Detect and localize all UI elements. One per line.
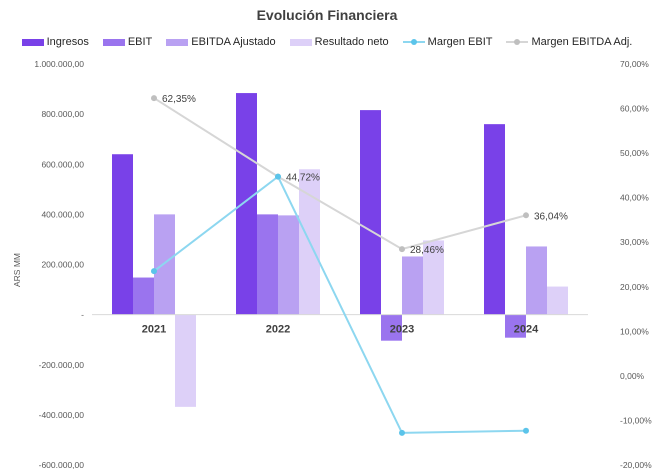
y-axis-label: ARS MM	[12, 253, 22, 287]
legend-item: Resultado neto	[289, 36, 389, 48]
bar-ebit-2021	[133, 277, 154, 315]
legend-swatch	[289, 38, 312, 46]
category-label: 2024	[514, 324, 539, 336]
marker-point	[151, 95, 157, 102]
right-tick-label: 70,00%	[620, 59, 649, 69]
legend-label: Margen EBITDA Adj.	[531, 36, 633, 48]
left-tick-label: -600.000,00	[39, 460, 85, 470]
legend-item: EBITDA Ajustado	[166, 36, 276, 48]
right-tick-label: 0,00%	[620, 371, 645, 381]
left-tick-label: 600.000,00	[41, 159, 84, 169]
marker-point	[151, 268, 157, 275]
right-tick-label: 60,00%	[620, 104, 649, 114]
bar-ebitda-ajustado-2021	[154, 214, 175, 315]
bar-ebitda-ajustado-2023	[402, 256, 423, 315]
legend-label: Ingresos	[46, 36, 89, 48]
marker-point	[399, 246, 405, 253]
line-margen-ebitda-adj-	[153, 97, 527, 251]
data-label: 62,35%	[162, 94, 196, 105]
marker-point	[523, 212, 529, 219]
bar-ingresos-2022	[236, 93, 257, 315]
bar-ebitda-ajustado-2024	[526, 246, 547, 315]
legend-swatch	[402, 39, 425, 45]
marker-point	[399, 429, 405, 436]
category-label: 2023	[390, 324, 414, 336]
legend-label: Resultado neto	[314, 36, 389, 48]
bar-ebit-2023	[381, 314, 402, 341]
right-tick-label: -20,00%	[620, 460, 652, 470]
right-tick-label: 40,00%	[620, 193, 649, 203]
right-tick-label: 30,00%	[620, 237, 649, 247]
marker-point	[523, 427, 529, 434]
bar-resultado-neto-2021	[175, 314, 196, 407]
bar-ebit-2022	[257, 214, 278, 315]
legend-swatch	[21, 38, 44, 46]
legend-item: Margen EBITDA Adj.	[506, 36, 632, 48]
left-tick-label: 800.000,00	[41, 109, 84, 119]
left-tick-label: 400.000,00	[41, 209, 84, 219]
left-tick-label: 200.000,00	[41, 260, 84, 270]
category-label: 2022	[266, 324, 290, 336]
right-tick-label: 20,00%	[620, 282, 649, 292]
bar-resultado-neto-2023	[423, 240, 444, 315]
left-tick-label: -400.000,00	[39, 410, 85, 420]
bar-ebit-2024	[505, 314, 526, 338]
legend-swatch	[506, 39, 529, 45]
legend: Ingresos EBIT EBITDA Ajustado Resultado net…	[0, 36, 654, 48]
legend-label: EBITDA Ajustado	[191, 36, 276, 48]
bar-ingresos-2023	[360, 110, 381, 315]
right-tick-label: 10,00%	[620, 326, 649, 336]
legend-item: EBIT	[102, 36, 153, 48]
legend-label: Margen EBIT	[427, 36, 493, 48]
bar-resultado-neto-2024	[547, 286, 568, 315]
chart-title: Evolución Financiera	[256, 7, 398, 23]
legend-item: Ingresos	[21, 36, 89, 48]
legend-swatch	[102, 38, 125, 46]
left-tick-label: -	[81, 310, 84, 320]
left-tick-label: -200.000,00	[39, 360, 85, 370]
bar-ingresos-2024	[484, 124, 505, 315]
marker-point	[275, 173, 281, 180]
right-tick-label: 50,00%	[620, 148, 649, 158]
right-tick-label: -10,00%	[620, 415, 652, 425]
bar-ingresos-2021	[112, 154, 133, 315]
legend-swatch	[166, 38, 189, 46]
legend-item: Margen EBIT	[402, 36, 493, 48]
data-label: 36,04%	[534, 211, 568, 222]
legend-label: EBIT	[127, 36, 153, 48]
data-label: 44,72%	[286, 173, 320, 184]
bar-ebitda-ajustado-2022	[278, 215, 299, 315]
line-margen-ebit	[153, 175, 527, 434]
category-label: 2021	[142, 324, 166, 336]
left-tick-label: 1.000.000,00	[34, 59, 84, 69]
data-label: 28,46%	[410, 245, 444, 256]
